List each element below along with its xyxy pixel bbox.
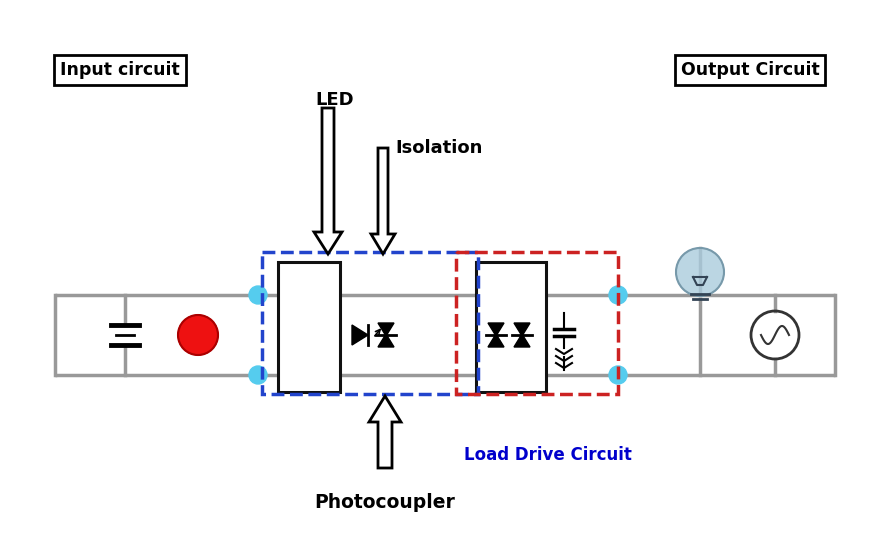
Polygon shape [378, 323, 394, 336]
Circle shape [249, 286, 267, 304]
Text: Isolation: Isolation [395, 139, 482, 157]
Bar [476, 262, 546, 392]
Bar [456, 252, 618, 394]
Polygon shape [378, 334, 394, 347]
Circle shape [178, 315, 218, 355]
Text: Photocoupler: Photocoupler [314, 493, 455, 512]
Polygon shape [488, 323, 504, 336]
Circle shape [609, 286, 627, 304]
Polygon shape [514, 334, 530, 347]
Text: Output Circuit: Output Circuit [680, 61, 820, 79]
Polygon shape [514, 323, 530, 336]
Polygon shape [352, 325, 368, 345]
FancyArrow shape [369, 396, 401, 468]
Circle shape [676, 248, 724, 296]
Circle shape [609, 366, 627, 384]
Text: Input circuit: Input circuit [60, 61, 179, 79]
Text: LED: LED [315, 91, 354, 109]
Circle shape [249, 366, 267, 384]
Text: Load Drive Circuit: Load Drive Circuit [464, 446, 632, 464]
Polygon shape [488, 334, 504, 347]
Bar [262, 252, 478, 394]
Bar [278, 262, 340, 392]
FancyArrow shape [314, 108, 342, 254]
FancyArrow shape [371, 148, 395, 254]
